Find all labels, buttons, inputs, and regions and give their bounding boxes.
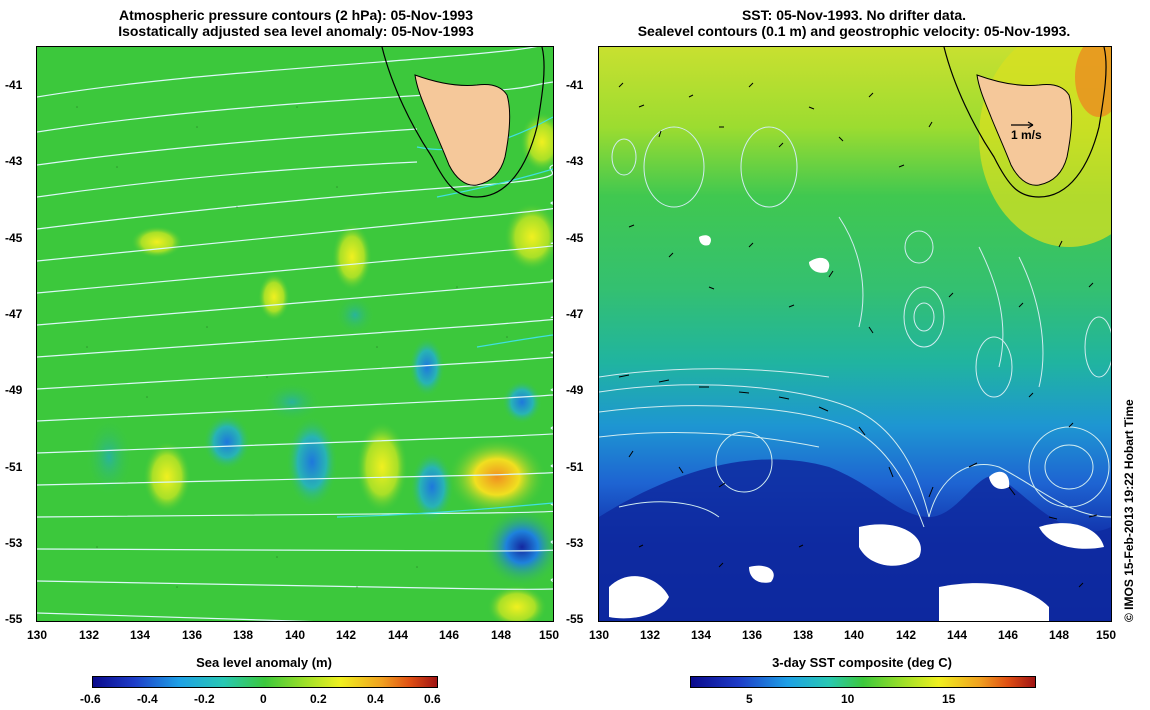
sst-colorbar-tick: 10 bbox=[841, 692, 855, 706]
sla-colorbar-label: Sea level anomaly (m) bbox=[196, 655, 332, 670]
y-tick: -53 bbox=[566, 536, 584, 550]
y-tick: -41 bbox=[5, 78, 23, 92]
tasmania-landmass bbox=[414, 74, 511, 186]
sla-map bbox=[37, 47, 553, 621]
sla-colorbar-tick: 0.6 bbox=[424, 692, 441, 706]
x-tick: 138 bbox=[233, 628, 254, 642]
y-tick: -47 bbox=[5, 307, 23, 321]
y-tick: -47 bbox=[566, 307, 584, 321]
y-tick: -45 bbox=[5, 231, 23, 245]
right-title-line2: Sealevel contours (0.1 m) and geostrophi… bbox=[637, 23, 1071, 39]
y-tick: -55 bbox=[566, 612, 584, 626]
sla-colorbar-tick: -0.6 bbox=[80, 692, 101, 706]
sst-map: 1 m/s bbox=[599, 47, 1111, 621]
sla-colorbar-tick: 0 bbox=[260, 692, 267, 706]
x-tick: 136 bbox=[742, 628, 763, 642]
y-tick: -43 bbox=[5, 154, 23, 168]
y-tick: -45 bbox=[566, 231, 584, 245]
y-tick: -49 bbox=[5, 383, 23, 397]
y-tick: -41 bbox=[566, 78, 584, 92]
imos-credit: © IMOS 15-Feb-2013 19:22 Hobart Time bbox=[1122, 399, 1136, 622]
sst-colorbar-tick: 5 bbox=[746, 692, 753, 706]
sealevel-contours bbox=[599, 126, 1111, 528]
y-tick: -43 bbox=[566, 154, 584, 168]
sst-map-panel: 1 m/s bbox=[598, 46, 1112, 622]
y-tick: -55 bbox=[5, 612, 23, 626]
sla-colorbar-tick: -0.4 bbox=[137, 692, 158, 706]
geostrophic-velocity-arrows bbox=[618, 82, 1098, 588]
sst-colorbar-label: 3-day SST composite (deg C) bbox=[772, 655, 952, 670]
x-tick: 140 bbox=[285, 628, 306, 642]
x-tick: 132 bbox=[640, 628, 661, 642]
sla-colorbar-tick: 0.2 bbox=[310, 692, 327, 706]
tasmania-landmass-sst bbox=[976, 74, 1073, 186]
x-tick: 130 bbox=[27, 628, 48, 642]
sla-colorbar bbox=[92, 676, 438, 688]
x-tick: 148 bbox=[491, 628, 512, 642]
left-title-line2: Isostatically adjusted sea level anomaly… bbox=[118, 23, 474, 39]
x-tick: 134 bbox=[130, 628, 151, 642]
y-tick: -49 bbox=[566, 383, 584, 397]
sla-colorbar-tick: 0.4 bbox=[367, 692, 384, 706]
right-title-line1: SST: 05-Nov-1993. No drifter data. bbox=[741, 7, 967, 23]
cloud-gaps bbox=[609, 235, 1104, 621]
x-tick: 136 bbox=[182, 628, 203, 642]
velocity-scale-label: 1 m/s bbox=[1011, 128, 1042, 142]
x-tick: 146 bbox=[998, 628, 1019, 642]
x-tick: 144 bbox=[388, 628, 409, 642]
sst-colorbar bbox=[690, 676, 1036, 688]
x-tick: 142 bbox=[336, 628, 357, 642]
sla-map-panel bbox=[36, 46, 554, 622]
x-tick: 140 bbox=[844, 628, 865, 642]
sst-colorbar-tick: 15 bbox=[942, 692, 956, 706]
x-tick: 142 bbox=[896, 628, 917, 642]
x-tick: 134 bbox=[691, 628, 712, 642]
y-tick: -51 bbox=[566, 460, 584, 474]
sla-colorbar-tick: -0.2 bbox=[194, 692, 215, 706]
x-tick: 150 bbox=[539, 628, 560, 642]
y-tick: -51 bbox=[5, 460, 23, 474]
x-tick: 132 bbox=[79, 628, 100, 642]
y-tick: -53 bbox=[5, 536, 23, 550]
left-title-line1: Atmospheric pressure contours (2 hPa): 0… bbox=[119, 7, 473, 23]
x-tick: 138 bbox=[793, 628, 814, 642]
x-tick: 146 bbox=[439, 628, 460, 642]
x-tick: 130 bbox=[589, 628, 610, 642]
x-tick: 144 bbox=[947, 628, 968, 642]
x-tick: 150 bbox=[1096, 628, 1117, 642]
x-tick: 148 bbox=[1049, 628, 1070, 642]
